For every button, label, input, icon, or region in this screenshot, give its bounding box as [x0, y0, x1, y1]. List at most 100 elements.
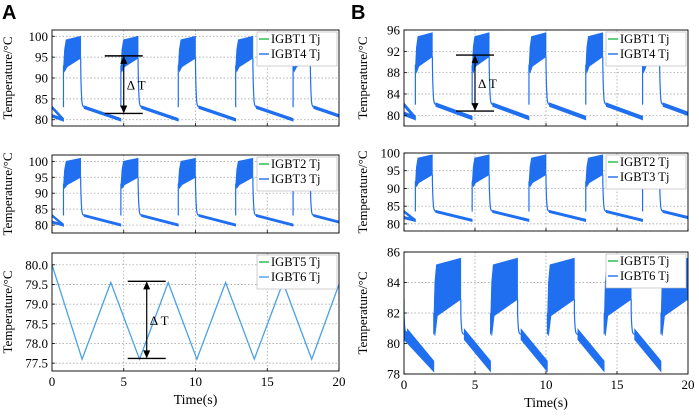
y-tick-label: 85 — [35, 202, 48, 217]
legend-label: IGBT3 Tj — [620, 170, 669, 184]
panel-letter-b: B — [351, 2, 365, 24]
legend-box — [256, 156, 338, 192]
pulse-falling-edge — [488, 174, 493, 212]
pulse-low-band — [520, 328, 548, 373]
annotation-label: Δ T — [478, 76, 497, 91]
y-tick-label: 79.0 — [25, 297, 48, 312]
x-tick-label: 20 — [333, 374, 346, 389]
y-tick-label: 82 — [387, 306, 400, 321]
y-tick-label: 84 — [387, 275, 401, 290]
pulse-falling-edge — [376, 57, 379, 105]
delta-t-annotation: Δ T — [456, 54, 497, 112]
legend-label: IGBT5 Tj — [271, 255, 320, 269]
pulse-low-band — [605, 102, 643, 121]
y-tick-label: 95 — [35, 170, 48, 185]
pulse-low-band — [313, 105, 339, 118]
pulse-initial-band — [52, 105, 64, 122]
legend-label: IGBT2 Tj — [271, 157, 320, 171]
pulse-falling-edge — [404, 299, 408, 335]
y-tick-label: 78.0 — [25, 336, 48, 351]
pulse-high-band — [547, 257, 575, 336]
pulse-high-band — [177, 35, 196, 73]
pulse-low-band — [255, 105, 294, 122]
pulse-low-band — [691, 329, 699, 372]
pulse-high-band — [63, 35, 81, 73]
pulse-low-band — [198, 105, 236, 122]
legend-label: IGBT6 Tj — [271, 270, 320, 284]
y-tick-label: 95 — [35, 50, 48, 65]
pulse-high-band — [235, 157, 254, 190]
y-tick-label: 84 — [387, 87, 401, 102]
legend-box — [605, 31, 687, 67]
pulse-high-band — [63, 157, 81, 190]
x-tick-label: 15 — [611, 377, 624, 392]
y-tick-label: 80 — [35, 218, 48, 233]
y-tick-label: 79.5 — [25, 277, 48, 292]
pulse-high-band — [528, 154, 547, 188]
pulse-high-band — [471, 154, 490, 188]
pulse-falling-edge — [194, 58, 200, 108]
y-axis-label: Temperature/°C — [355, 37, 370, 120]
pulse-low-band — [549, 102, 587, 121]
y-tick-label: 77.5 — [25, 356, 48, 371]
pulse-low-band — [435, 209, 473, 222]
pulse-low-band — [492, 209, 530, 222]
chart-b-3: 78 80 82 84 86 0 5 10 15 20 Temperature/°C Time(s) I… — [355, 245, 699, 412]
pulse-high-band — [490, 257, 518, 336]
pulse-initial-band — [404, 209, 416, 223]
legend-box — [605, 253, 687, 289]
pulse-falling-edge — [460, 299, 465, 335]
x-tick-label: 5 — [121, 374, 128, 389]
pulse-low-band — [549, 209, 587, 222]
y-axis-label: Temperature/°C — [355, 272, 370, 355]
y-tick-label: 85 — [387, 199, 400, 214]
pulse-low-band — [463, 328, 491, 373]
y-tick-label: 80 — [387, 216, 400, 231]
pulse-low-band — [198, 214, 236, 227]
pulse-falling-edge — [488, 56, 493, 106]
annotation-arrow-down — [471, 103, 479, 112]
pulse-falling-edge — [252, 58, 257, 108]
y-tick-label: 80.0 — [25, 257, 48, 272]
y-tick-label: 95 — [387, 163, 400, 178]
pulse-high-band — [235, 35, 254, 73]
series-line — [52, 264, 339, 362]
y-axis-label: Temperature/°C — [0, 271, 15, 354]
pulse-low-band — [577, 328, 605, 373]
y-tick-label: 78.5 — [25, 316, 48, 331]
pulse-high-band — [433, 257, 462, 336]
pulse-falling-edge — [545, 56, 550, 106]
y-tick-label: 80 — [387, 336, 400, 351]
pulse-falling-edge — [573, 299, 578, 335]
legend-label: IGBT6 Tj — [620, 269, 669, 283]
pulse-initial-band — [404, 102, 416, 121]
annotation-arrow-up — [120, 55, 128, 64]
pulse-high-band — [585, 32, 604, 74]
y-tick-label: 86 — [387, 245, 401, 260]
pulse-falling-edge — [431, 56, 436, 106]
pulse-falling-edge — [687, 299, 688, 326]
legend-label: IGBT2 Tj — [620, 155, 669, 169]
x-tick-label: 20 — [682, 377, 695, 392]
pulse-low-band — [255, 214, 294, 227]
y-tick-label: 88 — [387, 65, 400, 80]
pulse-high-band — [404, 257, 405, 300]
legend-label: IGBT1 Tj — [620, 32, 669, 46]
pulse-falling-edge — [23, 177, 26, 215]
x-tick-label: 10 — [189, 374, 202, 389]
pulse-high-band — [177, 157, 196, 190]
y-tick-label: 78 — [387, 367, 400, 382]
pulse-low-band — [662, 102, 688, 117]
legend-label: IGBT4 Tj — [271, 47, 320, 61]
x-tick-label: 15 — [261, 374, 274, 389]
annotation-arrow-up — [471, 55, 479, 64]
pulse-high-band — [415, 32, 433, 74]
